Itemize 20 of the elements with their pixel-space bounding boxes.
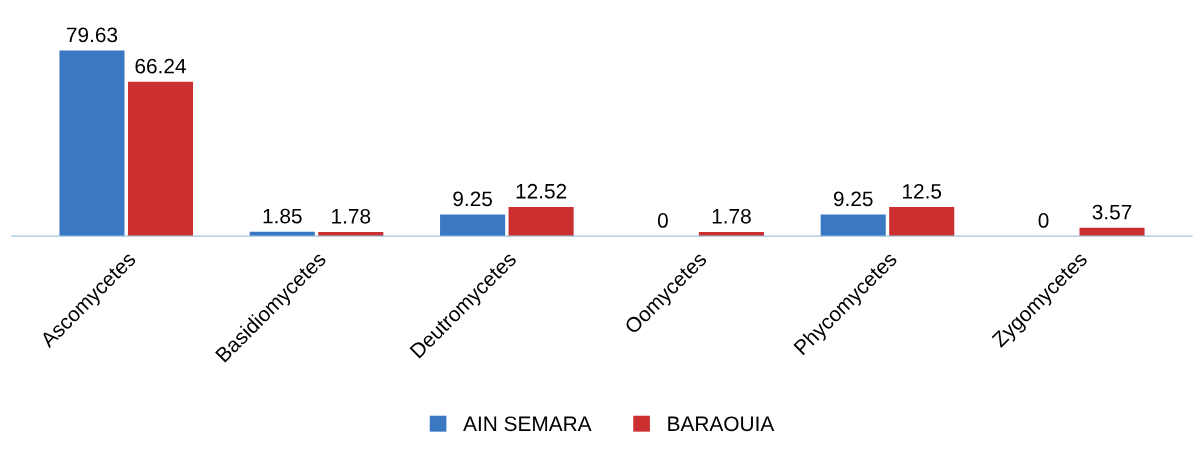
- data-label: 1.85: [263, 208, 302, 224]
- bar: [440, 214, 506, 237]
- data-label: 79.63: [66, 27, 118, 43]
- data-label: 9.25: [833, 191, 873, 207]
- data-label: 9.25: [453, 191, 492, 207]
- legend-label: AIN SEMARA: [463, 416, 592, 432]
- data-label: 12.5: [903, 183, 942, 199]
- bar: [889, 206, 955, 237]
- data-label: 66.24: [135, 58, 186, 74]
- data-label: 0: [657, 213, 668, 228]
- data-label: 12.52: [516, 183, 567, 199]
- data-label: 1.78: [712, 208, 751, 224]
- data-label: 0: [1038, 213, 1049, 228]
- bar: [508, 206, 574, 237]
- bar: [59, 50, 125, 237]
- bar: [820, 214, 886, 237]
- bar: [127, 81, 194, 237]
- data-label: 1.78: [332, 208, 371, 224]
- data-label: 3.57: [1092, 204, 1132, 220]
- legend-label: BARAOUIA: [668, 416, 775, 432]
